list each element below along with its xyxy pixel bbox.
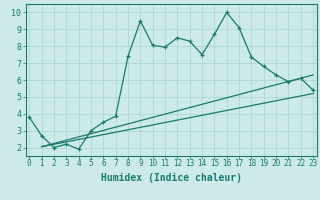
X-axis label: Humidex (Indice chaleur): Humidex (Indice chaleur): [101, 173, 242, 183]
